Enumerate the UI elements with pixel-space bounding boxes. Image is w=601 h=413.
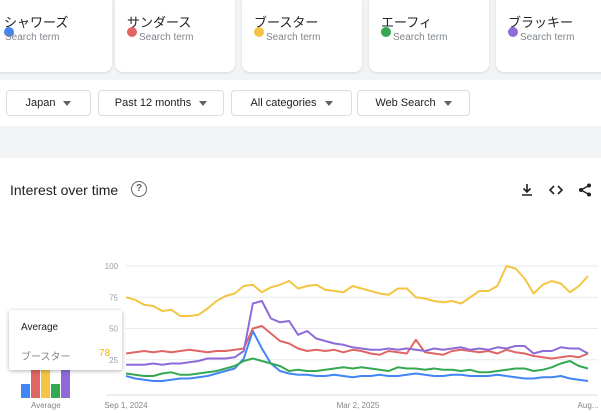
share-icon[interactable] [577, 182, 593, 198]
tooltip-term: ブースター [21, 352, 71, 363]
filter-bar: Japan Past 12 months All categories Web … [0, 80, 601, 126]
term-sublabel: Search term [5, 32, 60, 43]
section-divider [0, 126, 601, 158]
x-tick-label: Mar 2, 2025 [337, 401, 380, 410]
x-tick-label: Aug... [578, 401, 599, 410]
term-card-4[interactable]: エーフィ Search term [369, 0, 489, 72]
term-color-dot [381, 27, 391, 37]
interest-line-chart[interactable]: 100 75 50 25 Sep 1, 2024 Mar 2, 2025 Aug... [0, 158, 601, 413]
term-label: ブースター [254, 15, 319, 30]
y-tick-label: 75 [109, 293, 118, 302]
term-card-2[interactable]: サンダース Search term [115, 0, 235, 72]
term-color-dot [508, 27, 518, 37]
term-card-1[interactable]: シャワーズ Search term [0, 0, 112, 72]
average-bar [31, 354, 40, 398]
average-axis-label: Average [31, 401, 61, 410]
region-value: Japan [25, 97, 56, 109]
term-sublabel: Search term [393, 32, 448, 43]
term-card-3[interactable]: ブースター Search term [242, 0, 362, 72]
term-label: エーフィ [381, 15, 432, 30]
term-sublabel: Search term [266, 32, 321, 43]
term-label: サンダース [127, 15, 192, 30]
tooltip-title: Average [21, 322, 59, 333]
y-tick-label: 50 [109, 325, 118, 334]
average-bar [61, 354, 70, 398]
source-dropdown[interactable]: Web Search [357, 90, 470, 116]
region-dropdown[interactable]: Japan [6, 90, 91, 116]
term-label: シャワーズ [4, 15, 69, 30]
series-line [125, 357, 589, 377]
download-icon[interactable] [519, 182, 535, 198]
help-icon[interactable]: ? [131, 181, 147, 197]
term-sublabel: Search term [520, 32, 575, 43]
chevron-down-icon [199, 100, 208, 106]
y-tick-label: 25 [109, 356, 118, 365]
chevron-down-icon [443, 100, 452, 106]
category-value: All categories [250, 97, 317, 109]
chevron-down-icon [324, 100, 333, 106]
series-line [125, 265, 589, 317]
tooltip-value: 78 [99, 348, 111, 359]
average-bar [51, 384, 60, 398]
average-bar [21, 384, 30, 398]
term-sublabel: Search term [139, 32, 194, 43]
series-line [126, 300, 589, 366]
y-tick-label: 100 [105, 262, 119, 271]
search-term-cards: シャワーズ Search term サンダース Search term ブースタ… [0, 0, 601, 80]
chevron-down-icon [63, 100, 72, 106]
period-value: Past 12 months [114, 97, 192, 109]
x-tick-label: Sep 1, 2024 [104, 401, 148, 410]
series-line [125, 330, 589, 382]
source-value: Web Search [375, 97, 436, 109]
category-dropdown[interactable]: All categories [231, 90, 352, 116]
average-tooltip: Average ブースター 78 [9, 310, 122, 370]
term-card-5[interactable]: ブラッキー Search term [496, 0, 601, 72]
series-line [125, 325, 589, 360]
term-color-dot [4, 27, 14, 37]
interest-over-time-panel: Interest over time ? Average Average ブース… [0, 158, 601, 413]
period-dropdown[interactable]: Past 12 months [98, 90, 224, 116]
embed-icon[interactable] [548, 182, 564, 198]
term-color-dot [254, 27, 264, 37]
term-color-dot [127, 27, 137, 37]
panel-title: Interest over time [10, 182, 119, 198]
term-label: ブラッキー [508, 15, 574, 30]
